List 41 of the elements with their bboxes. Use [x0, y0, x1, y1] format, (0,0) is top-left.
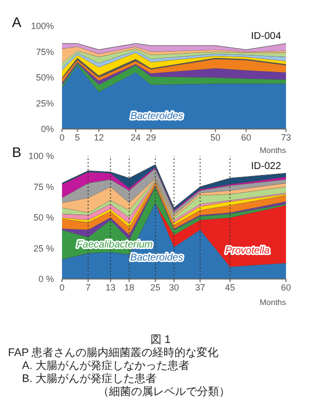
- x-tick-label: 30: [168, 282, 180, 292]
- x-tick-label: 13: [106, 282, 116, 292]
- y-tick-label: 25%: [36, 98, 54, 108]
- x-tick-label: 18: [124, 282, 134, 292]
- x-tick-label: 73: [280, 132, 292, 142]
- x-tick-label: 24: [130, 132, 141, 142]
- y-tick-label: 0%: [40, 124, 54, 134]
- text: （細菌の属レベルで分類）: [97, 386, 231, 399]
- series-label: Bacteroides: [130, 111, 184, 122]
- y-tick-label: 100%: [30, 21, 54, 32]
- x-tick-label: 60: [280, 282, 292, 292]
- caption: 図 1: [149, 334, 172, 347]
- y-tick-label: 50%: [36, 72, 54, 83]
- x-tick-label: 29: [146, 132, 156, 142]
- y-tick-label: 0 %: [38, 274, 54, 284]
- y-tick-label: 25 %: [33, 243, 54, 254]
- x-tick-label: 7: [86, 282, 91, 292]
- y-tick-label: 100 %: [28, 151, 54, 162]
- text: ID-004: [248, 30, 283, 43]
- y-tick-label: 75 %: [33, 182, 54, 192]
- x-tick-label: 5: [74, 132, 80, 142]
- x-axis-title: Months: [260, 298, 286, 307]
- series-label: Bacteroides: [130, 252, 184, 264]
- text: B. 大腸がんが発症した患者: [21, 373, 158, 386]
- chart-title: A: [12, 14, 22, 30]
- y-tick-label: 75%: [36, 46, 54, 57]
- text: ID-022: [248, 160, 283, 173]
- text: FAP 患者さんの腸内細菌叢の経時的な変化: [8, 347, 220, 360]
- x-tick-label: 50: [210, 132, 220, 142]
- x-tick-label: 45: [224, 282, 236, 292]
- x-tick-label: 60: [241, 132, 252, 142]
- text: A. 大腸がんが発症しなかった患者: [21, 360, 190, 372]
- chart-title: B: [12, 144, 22, 160]
- x-tick-label: 0: [59, 282, 65, 292]
- x-tick-label: 25: [150, 282, 160, 292]
- x-tick-label: 12: [94, 132, 104, 142]
- series-label: Provotella: [225, 245, 270, 256]
- x-tick-label: 37: [195, 282, 206, 292]
- x-tick-label: 0: [59, 132, 65, 142]
- y-tick-label: 50 %: [33, 212, 54, 223]
- x-axis-title: Months: [260, 146, 286, 155]
